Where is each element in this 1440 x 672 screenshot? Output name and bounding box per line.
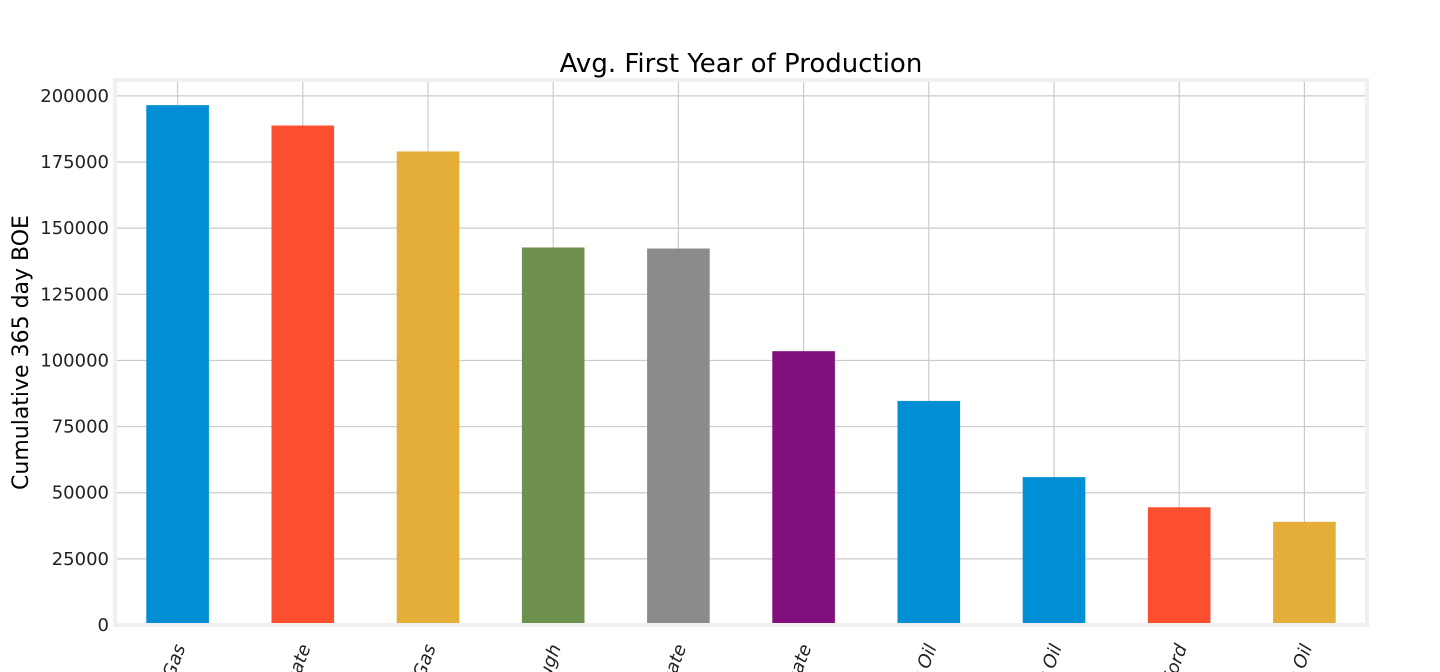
y-tick-label: 200000: [40, 86, 109, 107]
bar-5: [647, 248, 710, 625]
bar-6: [772, 351, 835, 625]
axes-frame: [113, 78, 1369, 627]
bar-3: [396, 151, 460, 625]
y-tick-label: 50000: [52, 483, 109, 504]
y-axis-label: Cumulative 365 day BOE: [9, 215, 34, 490]
y-tick-label: 100000: [40, 350, 109, 371]
bar-10: [1273, 521, 1336, 625]
x-tick-label: Ford: [1158, 641, 1192, 672]
x-tick-label: sate: [658, 642, 691, 672]
x-tick-label: Gas: [409, 642, 440, 672]
chart-title: Avg. First Year of Production: [560, 49, 923, 79]
y-tick-labels: 0 25000 50000 75000 100000 125000 150000 175000…: [40, 86, 109, 636]
y-tick-label: 125000: [40, 284, 109, 305]
bar-4: [521, 247, 585, 625]
bar-8: [1022, 477, 1086, 625]
y-tick-label: 25000: [52, 549, 109, 570]
x-tick-label: sate: [283, 642, 316, 672]
y-tick-label: 175000: [40, 152, 109, 173]
y-tick-label: 0: [98, 615, 109, 636]
x-tick-label: k Oil: [1284, 642, 1318, 672]
y-tick-label: 150000: [40, 218, 109, 239]
bar-9: [1147, 507, 1211, 625]
bar-7: [897, 400, 961, 625]
bars-layer: [146, 105, 1336, 626]
x-tick-label: sate: [783, 642, 816, 672]
x-tick-labels: Gas sate Gas ough sate sate k Oil t Oil Ford k Oi…: [159, 641, 1317, 672]
x-tick-label: Gas: [159, 642, 190, 672]
x-tick-label: ough: [531, 642, 566, 672]
bar-1: [146, 105, 209, 626]
bar-2: [271, 125, 335, 625]
x-tick-label: k Oil: [908, 642, 942, 672]
x-tick-label: t Oil: [1034, 642, 1066, 672]
y-tick-label: 75000: [52, 417, 109, 438]
